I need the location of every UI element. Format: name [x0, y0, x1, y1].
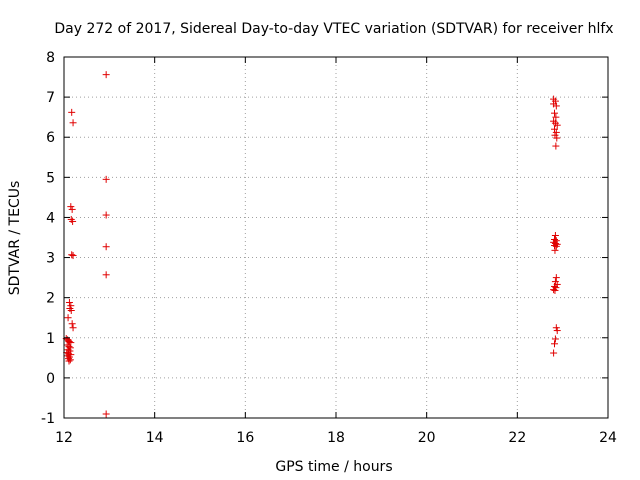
- data-point: [552, 113, 560, 121]
- data-point: [550, 349, 558, 357]
- y-tick-label: 8: [46, 50, 55, 66]
- data-point: [66, 356, 74, 364]
- data-point: [551, 286, 559, 294]
- y-tick-label: -1: [41, 411, 55, 427]
- data-point: [102, 211, 110, 219]
- chart-title: Day 272 of 2017, Sidereal Day-to-day VTE…: [54, 21, 613, 37]
- data-point: [551, 246, 559, 254]
- y-tick-label: 4: [46, 210, 55, 226]
- data-point: [69, 217, 77, 225]
- data-point: [64, 314, 72, 322]
- data-point: [551, 335, 559, 343]
- x-tick-label: 24: [599, 430, 617, 446]
- y-tick-label: 1: [46, 331, 55, 347]
- data-point: [102, 71, 110, 79]
- data-point: [550, 286, 558, 294]
- data-point: [553, 327, 561, 335]
- data-point: [552, 102, 560, 110]
- x-tick-label: 20: [418, 430, 436, 446]
- y-tick-label: 6: [46, 130, 55, 146]
- data-point: [551, 125, 559, 133]
- data-point: [69, 119, 77, 127]
- x-tick-label: 22: [508, 430, 526, 446]
- data-point: [551, 231, 559, 239]
- data-point: [68, 320, 76, 328]
- data-point: [552, 142, 560, 150]
- data-point: [553, 134, 561, 142]
- y-tick-label: 2: [46, 291, 55, 307]
- y-axis-ticks: -1 0 1 2 3 4 5 6 7 8: [41, 50, 608, 427]
- data-point: [553, 121, 561, 129]
- data-point: [69, 252, 77, 260]
- x-axis-ticks: 12 14 16 18 20 22 24: [55, 57, 617, 446]
- data-point: [102, 243, 110, 251]
- data-point: [102, 175, 110, 183]
- grid: [64, 57, 608, 418]
- data-point: [552, 242, 560, 250]
- data-point: [551, 340, 559, 348]
- data-point: [69, 324, 77, 332]
- y-tick-label: 5: [46, 170, 55, 186]
- data-point: [67, 307, 75, 315]
- data-point: [551, 109, 559, 117]
- data-point: [65, 298, 73, 306]
- data-point: [68, 251, 76, 259]
- y-tick-label: 0: [46, 371, 55, 387]
- data-point: [68, 108, 76, 116]
- x-tick-label: 14: [146, 430, 164, 446]
- data-points: [62, 71, 561, 418]
- y-tick-label: 3: [46, 251, 55, 267]
- x-tick-label: 16: [236, 430, 254, 446]
- data-point: [102, 410, 110, 418]
- data-point: [102, 271, 110, 279]
- data-point: [65, 357, 73, 365]
- y-axis-label: SDTVAR / TECUs: [7, 181, 23, 296]
- x-tick-label: 12: [55, 430, 73, 446]
- data-point: [65, 343, 73, 351]
- y-tick-label: 7: [46, 90, 55, 106]
- data-point: [68, 205, 76, 213]
- data-point: [550, 238, 558, 246]
- data-point: [552, 274, 560, 282]
- x-axis-label: GPS time / hours: [275, 459, 392, 475]
- x-tick-label: 18: [327, 430, 345, 446]
